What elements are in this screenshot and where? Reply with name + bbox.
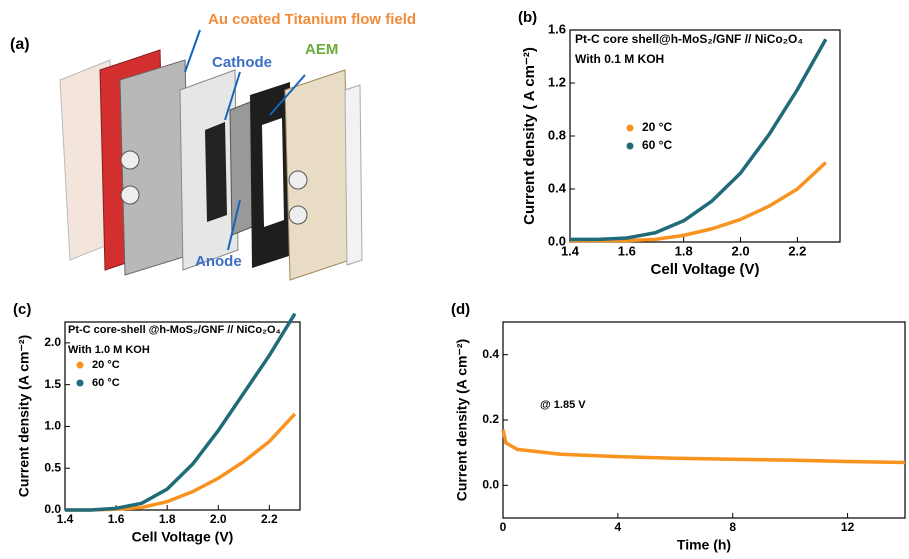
plate bbox=[344, 84, 363, 266]
annotation: AEM bbox=[305, 41, 338, 58]
x-axis-label: Time (h) bbox=[677, 537, 731, 553]
x-tick-label: 4 bbox=[615, 520, 622, 534]
arrow bbox=[184, 29, 201, 73]
annotation: With 0.1 M KOH bbox=[575, 52, 664, 66]
legend-label: 60 °C bbox=[92, 377, 120, 389]
plot-frame bbox=[502, 321, 906, 519]
y-tick-label: 1.6 bbox=[548, 21, 566, 36]
port bbox=[288, 170, 308, 190]
x-tick-label: 2.2 bbox=[788, 243, 806, 258]
arrow bbox=[227, 199, 241, 251]
x-tick-label: 1.6 bbox=[618, 243, 636, 258]
panel-label: (c) bbox=[13, 301, 31, 318]
x-tick-label: 0 bbox=[500, 520, 507, 534]
y-axis-label: Current density ( A cm⁻²) bbox=[521, 47, 538, 225]
data-line bbox=[65, 312, 297, 512]
y-axis-label: Current density (A cm⁻²) bbox=[454, 339, 470, 501]
x-tick-label: 12 bbox=[841, 520, 855, 534]
data-line bbox=[501, 429, 906, 465]
arrow bbox=[269, 74, 306, 116]
y-tick-label: 0.4 bbox=[482, 347, 499, 361]
x-tick-label: 8 bbox=[729, 520, 736, 534]
y-tick-label: 0.0 bbox=[482, 478, 499, 492]
annotation: Pt-C core shell@h-MoS₂/GNF // NiCo₂O₄ bbox=[575, 32, 803, 46]
panel-a-illustration: (a) Au coated Titanium flow field Cathod… bbox=[10, 11, 416, 281]
y-tick-label: 0.0 bbox=[548, 233, 566, 248]
data-line bbox=[570, 38, 828, 242]
port bbox=[120, 150, 140, 170]
legend-marker bbox=[626, 142, 634, 150]
x-tick-label: 2.2 bbox=[261, 512, 278, 526]
legend-label: 20 °C bbox=[92, 359, 120, 371]
data-line bbox=[570, 161, 827, 243]
data-line bbox=[65, 412, 297, 512]
y-tick-label: 0.4 bbox=[548, 180, 567, 195]
x-tick-label: 1.4 bbox=[57, 512, 74, 526]
x-tick-label: 2.0 bbox=[210, 512, 227, 526]
x-tick-label: 2.0 bbox=[731, 243, 749, 258]
y-tick-label: 0.8 bbox=[548, 127, 566, 142]
x-tick-label: 1.8 bbox=[159, 512, 176, 526]
y-tick-label: 1.5 bbox=[44, 377, 61, 391]
y-axis-label: Current density (A cm⁻²) bbox=[16, 335, 32, 497]
legend-label: 60 °C bbox=[642, 138, 672, 152]
legend-marker bbox=[76, 379, 84, 387]
panel-label: (b) bbox=[518, 9, 537, 26]
y-tick-label: 1.0 bbox=[44, 419, 61, 433]
x-tick-label: 1.6 bbox=[108, 512, 125, 526]
annotation: @ 1.85 V bbox=[540, 399, 586, 411]
gasket bbox=[205, 122, 227, 222]
panel-label: (a) bbox=[10, 36, 30, 53]
annotation: With 1.0 M KOH bbox=[68, 344, 150, 356]
annotation: Cathode bbox=[212, 54, 272, 71]
x-tick-label: 1.8 bbox=[675, 243, 693, 258]
annotation: Au coated Titanium flow field bbox=[208, 11, 416, 28]
y-tick-label: 0.0 bbox=[44, 502, 61, 516]
annotation: Pt-C core-shell @h-MoS₂/GNF // NiCo₂O₄ bbox=[68, 324, 281, 336]
x-axis-label: Cell Voltage (V) bbox=[132, 529, 234, 545]
membrane-window bbox=[262, 118, 284, 227]
x-tick-label: 1.4 bbox=[561, 243, 580, 258]
y-tick-label: 1.2 bbox=[548, 74, 566, 89]
y-tick-label: 0.2 bbox=[482, 412, 499, 426]
legend-marker bbox=[626, 124, 634, 132]
port bbox=[288, 205, 308, 225]
legend-marker bbox=[76, 361, 84, 369]
annotation: Anode bbox=[195, 253, 242, 270]
plot-frame bbox=[64, 321, 301, 511]
panel-label: (d) bbox=[451, 301, 470, 318]
y-tick-label: 2.0 bbox=[44, 335, 61, 349]
port bbox=[120, 185, 140, 205]
arrow bbox=[224, 71, 241, 121]
y-tick-label: 0.5 bbox=[44, 460, 61, 474]
legend-label: 20 °C bbox=[642, 120, 672, 134]
x-axis-label: Cell Voltage (V) bbox=[651, 261, 760, 278]
